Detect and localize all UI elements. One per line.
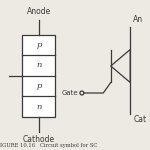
Text: p: p [36,82,42,90]
Text: Anode: Anode [27,8,51,16]
Text: n: n [36,61,42,69]
Bar [22,34,55,117]
Text: n: n [36,103,42,111]
Text: Gate: Gate [62,90,78,96]
Text: Cathode: Cathode [23,135,55,144]
Text: Cat: Cat [133,116,146,124]
Text: IGURE 10.16   Circuit symbol for SC: IGURE 10.16 Circuit symbol for SC [0,144,97,148]
Text: An: An [133,15,143,24]
Text: p: p [36,41,42,49]
